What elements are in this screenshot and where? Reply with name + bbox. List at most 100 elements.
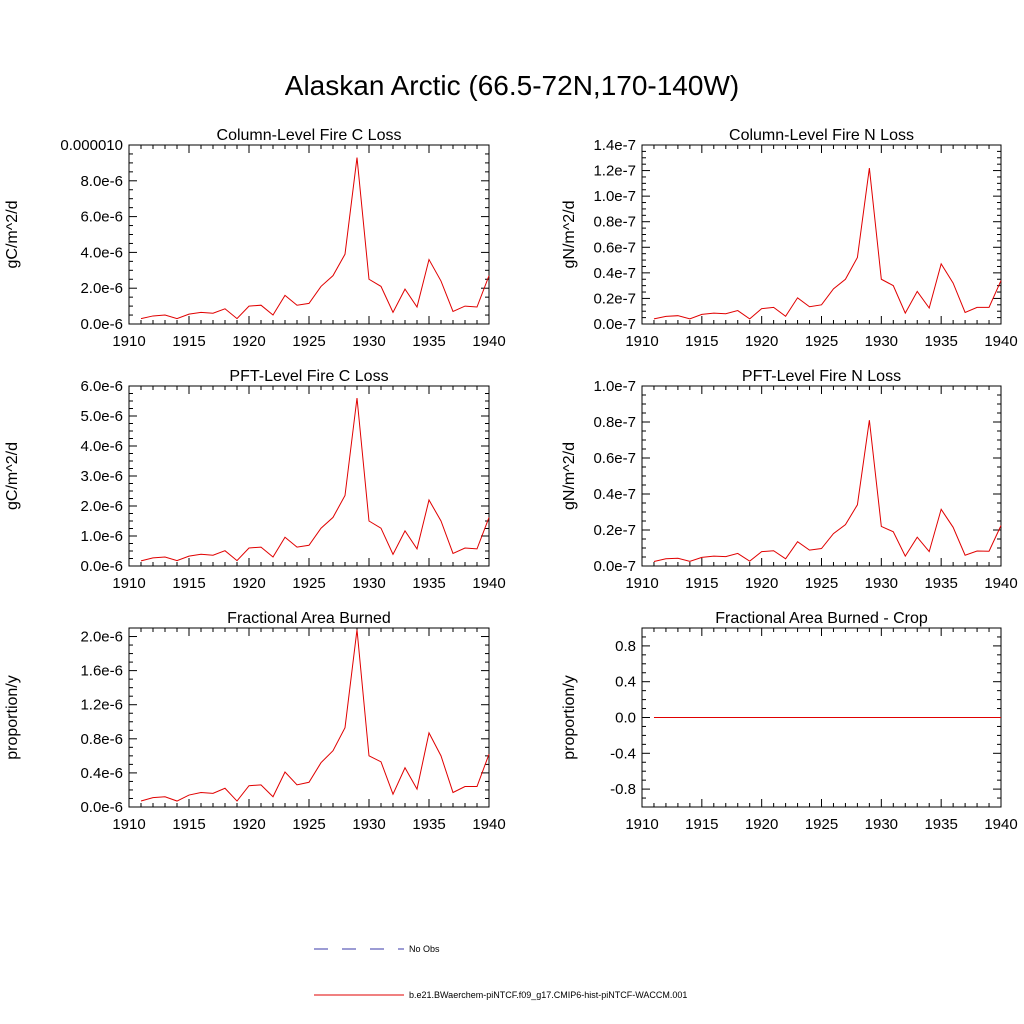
y-tick-label: 1.6e-6 (80, 663, 123, 680)
panel-title: Fractional Area Burned - Crop (715, 610, 928, 627)
y-tick-label: 2.0e-6 (80, 280, 123, 297)
series-line (140, 157, 490, 320)
y-axis-label: gC/m^2/d (4, 442, 21, 510)
plot-frame (128, 385, 490, 567)
x-tick-label: 1915 (172, 816, 205, 833)
x-tick-label: 1925 (805, 816, 838, 833)
x-tick-label: 1910 (625, 575, 658, 592)
x-tick-label: 1940 (984, 816, 1017, 833)
x-tick-label: 1910 (112, 816, 145, 833)
y-tick-label: 1.2e-6 (80, 697, 123, 714)
x-tick-label: 1925 (805, 333, 838, 350)
chart-panel-1: 1910 1915 1920 1925 1930 1935 1940 0.0e-6 2.0e-6… (4, 127, 506, 350)
series-line (140, 397, 490, 562)
y-tick-label: 0.6e-7 (593, 239, 636, 256)
x-tick-label: 1930 (352, 333, 385, 350)
y-tick-label: 2.0e-6 (80, 498, 123, 515)
y-tick-label: 0.0e-6 (80, 316, 123, 333)
x-tick-label: 1940 (472, 816, 505, 833)
y-tick-label: 0.4e-7 (593, 486, 636, 503)
y-tick-label: 0.0e-7 (593, 558, 636, 575)
y-tick-label: 0.0e-7 (593, 316, 636, 333)
series-line (653, 167, 1002, 320)
x-tick-label: 1930 (865, 816, 898, 833)
x-tick-label: 1935 (412, 575, 445, 592)
x-tick-label: 1935 (924, 575, 957, 592)
legend-obs-label: No Obs (409, 944, 440, 954)
y-tick-label: 4.0e-6 (80, 244, 123, 261)
y-tick-label: 0.0e-6 (80, 799, 123, 816)
x-tick-label: 1915 (685, 575, 718, 592)
figure-title: Alaskan Arctic (66.5-72N,170-140W) (284, 70, 740, 101)
x-tick-label: 1925 (292, 575, 325, 592)
plot-frame (128, 627, 490, 808)
x-tick-label: 1920 (232, 575, 265, 592)
y-tick-label: 8.0e-6 (80, 173, 123, 190)
chart-panel-5: 1910 1915 1920 1925 1930 1935 1940 0.0e-6 0.4e-6… (4, 610, 506, 833)
y-tick-label: 0.8e-7 (593, 414, 636, 431)
x-tick-label: 1930 (352, 575, 385, 592)
y-axis-label: proportion/y (561, 675, 578, 760)
x-tick-label: 1915 (685, 333, 718, 350)
y-tick-label: -0.8 (610, 781, 636, 798)
y-tick-label: 0.0 (615, 710, 636, 727)
x-tick-label: 1915 (685, 816, 718, 833)
y-axis-label: gN/m^2/d (561, 201, 578, 269)
y-tick-label: 0.4e-7 (593, 265, 636, 282)
chart-panel-4: 1910 1915 1920 1925 1930 1935 1940 0.0e-7 0.2e-7… (561, 368, 1018, 592)
x-tick-label: 1910 (625, 333, 658, 350)
y-tick-label: 0.2e-7 (593, 522, 636, 539)
y-tick-label: 1.0e-7 (593, 378, 636, 395)
x-tick-label: 1920 (232, 333, 265, 350)
x-tick-label: 1940 (984, 575, 1017, 592)
x-tick-label: 1940 (472, 575, 505, 592)
legend-model-label: b.e21.BWaerchem-piNTCF.f09_g17.CMIP6-his… (409, 990, 688, 1000)
y-tick-label: 4.0e-6 (80, 438, 123, 455)
legend-obs-swatch (314, 948, 404, 950)
x-tick-label: 1910 (112, 575, 145, 592)
x-tick-label: 1920 (745, 816, 778, 833)
x-tick-label: 1935 (412, 816, 445, 833)
chart-panel-6: 1910 1915 1920 1925 1930 1935 1940 -0.8 -0.4 0.0 0… (561, 610, 1018, 833)
y-axis-label: gC/m^2/d (4, 201, 21, 269)
y-tick-label: 0.6e-7 (593, 450, 636, 467)
panel-title: PFT-Level Fire C Loss (229, 368, 388, 385)
x-tick-label: 1925 (805, 575, 838, 592)
x-tick-label: 1915 (172, 333, 205, 350)
y-tick-label: 2.0e-6 (80, 629, 123, 646)
x-tick-label: 1910 (625, 816, 658, 833)
y-tick-label: 1.0e-6 (80, 528, 123, 545)
x-tick-label: 1935 (924, 816, 957, 833)
panel-title: PFT-Level Fire N Loss (742, 368, 901, 385)
x-tick-label: 1940 (472, 333, 505, 350)
y-tick-label: 6.0e-6 (80, 378, 123, 395)
y-tick-label: 1.4e-7 (593, 137, 636, 154)
x-tick-label: 1910 (112, 333, 145, 350)
x-tick-label: 1930 (352, 816, 385, 833)
y-tick-label: 0.4e-6 (80, 765, 123, 782)
y-tick-label: 0.8 (615, 638, 636, 655)
series-line (653, 420, 1002, 562)
x-tick-label: 1940 (984, 333, 1017, 350)
panel-title: Column-Level Fire C Loss (217, 127, 402, 144)
y-tick-label: 1.0e-7 (593, 188, 636, 205)
y-tick-label: 6.0e-6 (80, 209, 123, 226)
x-tick-label: 1935 (924, 333, 957, 350)
x-tick-label: 1930 (865, 333, 898, 350)
plot-frame (641, 385, 1002, 567)
y-tick-label: 0.8e-7 (593, 214, 636, 231)
chart-panel-3: 1910 1915 1920 1925 1930 1935 1940 0.0e-6 1.0e-6… (4, 368, 506, 592)
y-tick-label: 5.0e-6 (80, 408, 123, 425)
y-tick-label: 0.4 (615, 674, 636, 691)
y-tick-label: 0.2e-7 (593, 290, 636, 307)
x-tick-label: 1930 (865, 575, 898, 592)
y-tick-label: 1.2e-7 (593, 163, 636, 180)
x-tick-label: 1925 (292, 816, 325, 833)
x-tick-label: 1920 (745, 575, 778, 592)
y-tick-label: 0.0e-6 (80, 558, 123, 575)
y-tick-label: 0.000010 (60, 137, 123, 154)
y-tick-label: -0.4 (610, 745, 636, 762)
chart-panel-2: 1910 1915 1920 1925 1930 1935 1940 0.0e-7 0.2e-7… (561, 127, 1018, 350)
